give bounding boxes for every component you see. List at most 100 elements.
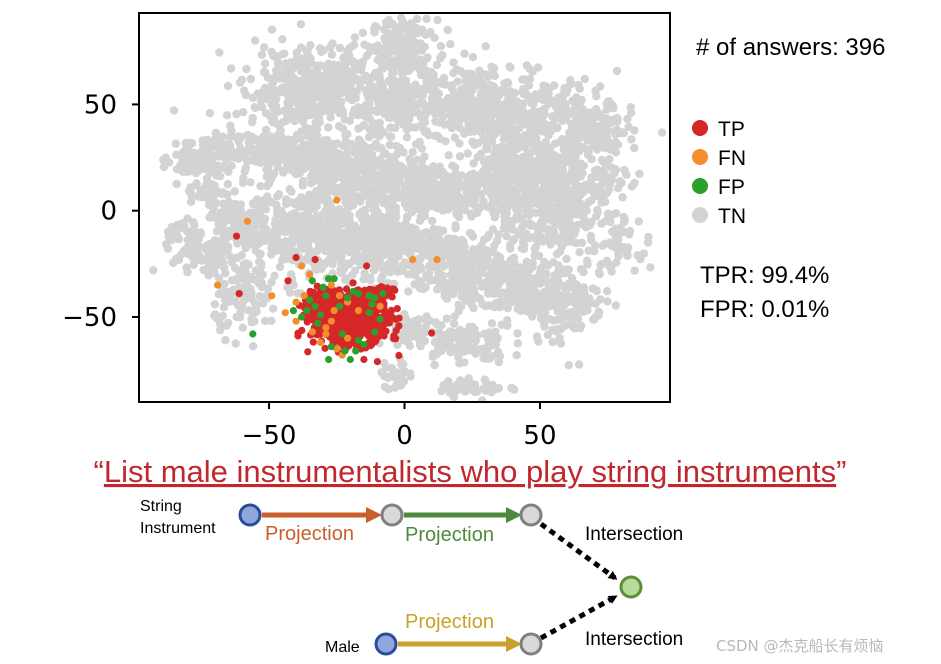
point-tn [596, 82, 605, 91]
point-tn [559, 145, 568, 154]
point-tn [500, 124, 510, 134]
point-tn [463, 178, 472, 187]
point-tn [163, 244, 173, 253]
point-tn [341, 150, 351, 159]
point-tn [438, 271, 448, 280]
point-tn [529, 191, 538, 201]
point-tn [468, 322, 477, 331]
point-tn [482, 86, 491, 96]
point-tn [369, 258, 378, 267]
point-tn [260, 59, 270, 68]
point-tn [267, 47, 276, 57]
point-tn [172, 179, 181, 189]
point-tn [469, 159, 478, 168]
point-tn [533, 237, 542, 246]
point-tn [503, 156, 512, 166]
point-tn [285, 79, 294, 88]
point-tn [444, 151, 453, 160]
point-tn [458, 114, 468, 123]
point-tn [402, 133, 412, 142]
point-tn [477, 149, 486, 158]
point-tn [234, 266, 244, 276]
point-tn [189, 254, 198, 263]
point-tn [535, 140, 545, 150]
point-tn [478, 201, 487, 211]
point-tn [407, 107, 417, 116]
point-tn [422, 30, 431, 39]
point-tn [557, 189, 566, 198]
point-tn [375, 118, 384, 128]
point-tn [374, 68, 383, 77]
point-tn [184, 187, 194, 196]
point-tn [527, 279, 536, 288]
point-tn [347, 230, 356, 239]
point-tn [362, 232, 372, 241]
point-tn [328, 77, 337, 86]
point-tn [419, 125, 429, 134]
point-tn [386, 79, 396, 88]
point-tn [491, 129, 500, 138]
point-tn [476, 252, 485, 262]
point-tn [380, 382, 390, 392]
point-tn [249, 200, 258, 209]
point-tn [509, 235, 519, 244]
point-tn [267, 316, 276, 325]
point-tn [552, 249, 562, 259]
point-tn [535, 220, 545, 229]
point-tn [400, 241, 410, 250]
point-tn [424, 198, 433, 207]
point-tn [596, 171, 605, 180]
point-tn [222, 203, 231, 212]
point-tn [185, 231, 195, 240]
point-tn [404, 321, 413, 330]
point-tn [513, 329, 522, 338]
point-tn [577, 238, 587, 247]
point-tn [242, 64, 251, 74]
point-tn [602, 287, 612, 296]
point-tn [491, 207, 500, 216]
point-tn [625, 226, 635, 236]
point-tn [239, 228, 248, 237]
point-tn [611, 301, 621, 310]
point-tn [282, 137, 292, 146]
point-tn [253, 218, 262, 227]
point-tn [564, 215, 573, 224]
point-tn [512, 351, 521, 360]
point-tn [295, 202, 304, 211]
point-tn [439, 251, 449, 260]
point-tn [430, 236, 439, 245]
point-tn [267, 80, 277, 90]
point-tn [438, 50, 447, 60]
point-tn [222, 111, 232, 120]
point-tn [430, 360, 439, 370]
point-tn [182, 263, 191, 272]
point-tn [375, 174, 385, 183]
point-tn [548, 98, 558, 107]
point-tn [475, 294, 485, 303]
point-tn [246, 178, 255, 187]
point-tn [550, 228, 559, 238]
point-tn [309, 147, 318, 156]
point-tn [591, 133, 600, 143]
point-tn [200, 147, 210, 156]
point-tn [296, 164, 305, 173]
point-tn [587, 155, 596, 164]
point-tn [392, 380, 401, 390]
point-tn [167, 223, 176, 232]
point-tn [271, 71, 281, 81]
point-tn [338, 106, 347, 116]
point-tn [340, 54, 349, 63]
point-tn [462, 74, 471, 83]
point-tn [522, 61, 531, 70]
point-tn [575, 170, 584, 179]
point-tn [366, 273, 375, 283]
point-tn [530, 180, 539, 190]
point-tn [285, 185, 294, 194]
point-tn [358, 28, 367, 38]
point-tn [467, 212, 476, 221]
point-tn [581, 223, 591, 232]
point-tn [543, 330, 553, 340]
point-tn [280, 248, 289, 257]
point-tn [379, 100, 389, 110]
point-tn [497, 199, 507, 209]
